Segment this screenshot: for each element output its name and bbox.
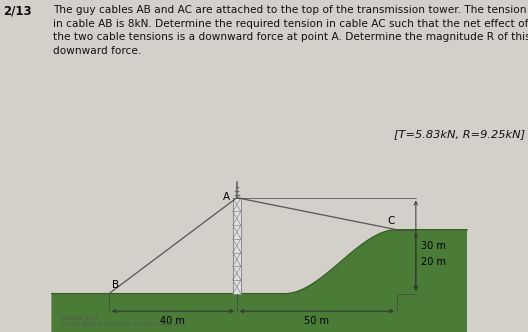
Bar [233, 198, 241, 293]
Text: 40 m: 40 m [161, 316, 185, 326]
Text: A: A [223, 192, 230, 202]
Text: [T=5.83kN, R=9.25kN]: [T=5.83kN, R=9.25kN] [394, 129, 525, 139]
Polygon shape [51, 230, 467, 332]
Text: C: C [388, 216, 395, 226]
Text: 20 m: 20 m [421, 257, 446, 267]
Text: B: B [112, 280, 119, 290]
Text: 2/13: 2/13 [3, 5, 31, 18]
Text: 30 m: 30 m [421, 241, 446, 251]
Text: The guy cables AB and AC are attached to the top of the transmission tower. The : The guy cables AB and AC are attached to… [53, 5, 528, 56]
Text: 50 m: 50 m [304, 316, 329, 326]
Text: Problem 2/13
© John Wiley & Sons, Inc. All rights reserved.: Problem 2/13 © John Wiley & Sons, Inc. A… [61, 315, 185, 327]
